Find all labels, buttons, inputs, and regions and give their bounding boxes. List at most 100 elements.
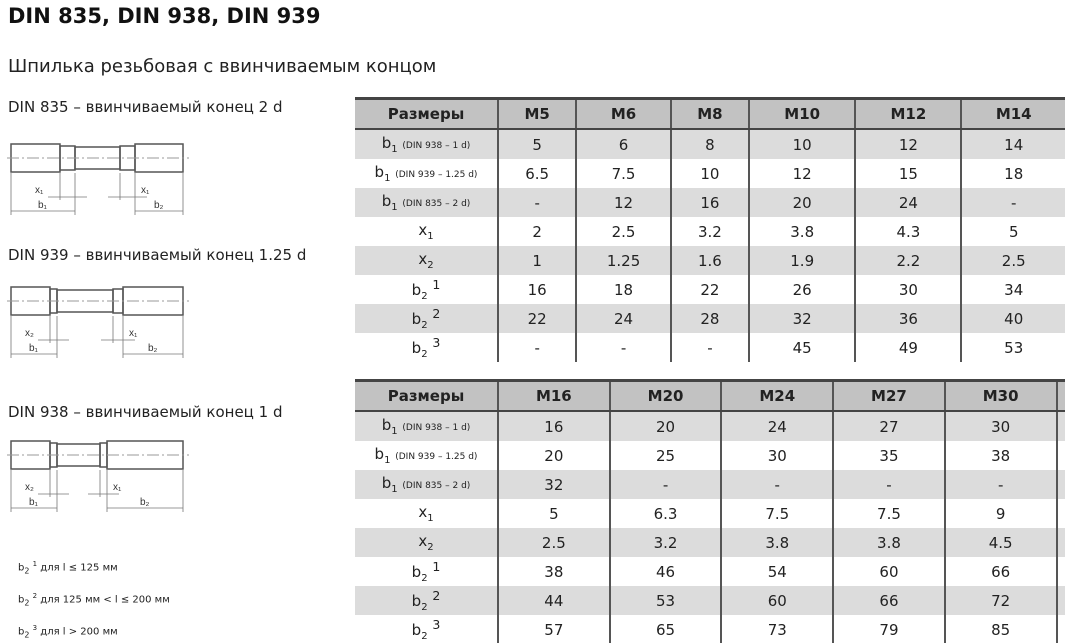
table-cell: 34 — [960, 275, 1065, 304]
svg-text:b₂: b₂ — [140, 497, 150, 508]
table-cell: - — [669, 333, 750, 362]
table-cell: 53 — [960, 333, 1065, 362]
table-cell: 26 — [748, 275, 856, 304]
table-cell: 18 — [960, 159, 1065, 188]
table-row: b1 (DIN 938 – 1 d) 16 20 24 27 30 — [355, 411, 1065, 441]
table-cell: 38 — [497, 557, 610, 586]
table-cell: 24 — [575, 304, 671, 333]
dimension-label: x₁ — [35, 185, 44, 196]
table-cell: 45 — [748, 333, 856, 362]
svg-text:b₁: b₁ — [29, 343, 39, 354]
column-header: M20 — [608, 379, 722, 412]
column-header: M5 — [496, 97, 577, 130]
table-cell: 38 — [943, 441, 1057, 470]
row-label: b2 1 — [411, 559, 441, 584]
table-cell: 46 — [608, 557, 722, 586]
table-cell: 3.2 — [669, 217, 750, 246]
table-cell: 5 — [960, 217, 1065, 246]
column-header — [1055, 379, 1065, 412]
table-cell: 66 — [943, 557, 1057, 586]
column-header: M30 — [943, 379, 1057, 412]
table-cell: 16 — [669, 188, 750, 217]
svg-text:b₂: b₂ — [148, 343, 158, 354]
table-cell: 2.5 — [960, 246, 1065, 275]
table-cell — [1055, 470, 1065, 499]
footnote: b2 1 для l ≤ 125 мм — [18, 560, 118, 576]
table-cell: 6.3 — [608, 499, 722, 528]
row-label: b2 2 — [355, 304, 498, 333]
table-row: b1 (DIN 939 – 1.25 d) 6.5 7.5 10 12 15 18 — [355, 159, 1065, 188]
table-cell: 32 — [748, 304, 856, 333]
table-cell — [1055, 528, 1065, 557]
row-label: b2 2 — [355, 586, 498, 615]
table-cell: 5 — [497, 499, 610, 528]
table-row: b2 1 16 18 22 26 30 34 — [355, 275, 1065, 304]
table-cell: 2 — [496, 217, 577, 246]
svg-text:b₁: b₁ — [29, 497, 39, 508]
table-cell — [1055, 557, 1065, 586]
table-cell: 10 — [669, 159, 750, 188]
table-cell — [1055, 411, 1065, 441]
table-row: b2 2 22 24 28 32 36 40 — [355, 304, 1065, 333]
table-cell: 60 — [832, 557, 945, 586]
column-header: Размеры — [355, 379, 498, 412]
table-cell: 20 — [608, 411, 722, 441]
table-cell: 1 — [496, 246, 577, 275]
table-cell: 10 — [748, 129, 856, 159]
page-subtitle: Шпилька резьбовая с ввинчиваемым концом — [8, 56, 437, 77]
table-cell — [1055, 441, 1065, 470]
dimension-label: x₂ — [25, 482, 34, 493]
table-cell: - — [575, 333, 671, 362]
table-cell: 1.9 — [748, 246, 856, 275]
table-cell: 16 — [497, 411, 610, 441]
stud-bolt-drawing: x₁ b₁ x₁ b₂ — [7, 143, 189, 215]
column-header: M27 — [832, 379, 945, 412]
row-label: x1 — [418, 221, 434, 242]
table-row: x2 2.5 3.2 3.8 3.8 4.5 — [355, 528, 1065, 557]
row-label: b2 3 — [411, 617, 441, 642]
table-cell: 7.5 — [575, 159, 671, 188]
table-cell: 30 — [720, 441, 834, 470]
column-header: M24 — [720, 379, 834, 412]
table-cell: 2.5 — [497, 528, 610, 557]
table-cell: 27 — [832, 411, 945, 441]
table-cell: 12 — [748, 159, 856, 188]
table-row: b1 (DIN 835 – 2 d) 32- - - - — [355, 470, 1065, 499]
table-cell: 1.25 — [575, 246, 671, 275]
table-cell: 2.5 — [575, 217, 671, 246]
column-header: M16 — [497, 379, 610, 412]
table-cell — [1055, 615, 1065, 643]
figure-caption: DIN 938 – ввинчиваемый конец 1 d — [8, 403, 283, 421]
stud-bolt-drawing: x₂ b₁ x₁ b₂ — [7, 286, 189, 358]
table-cell: 1.6 — [669, 246, 750, 275]
dimension-label: x₂ — [25, 328, 34, 339]
row-label: x2 — [355, 528, 498, 557]
table-cell: 72 — [943, 586, 1057, 615]
table-cell: - — [608, 470, 722, 499]
table-cell: 8 — [669, 129, 750, 159]
footnote: b2 2 для 125 мм < l ≤ 200 мм — [18, 592, 170, 608]
table-cell: 49 — [854, 333, 962, 362]
table-row: b2 2 44 53 60 66 72 — [355, 586, 1065, 615]
table-cell: 20 — [748, 188, 856, 217]
table-cell: 22 — [496, 304, 577, 333]
table-cell: 40 — [960, 304, 1065, 333]
table-cell: 16 — [496, 275, 577, 304]
table-row: b2 3 57 65 73 79 85 — [355, 615, 1065, 643]
row-label: b1 (DIN 938 – 1 d) — [355, 129, 498, 159]
table-row: x1 2 2.5 3.2 3.8 4.3 5 — [355, 217, 1065, 246]
table-row: x1 5 6.3 7.5 7.5 9 — [355, 499, 1065, 528]
table-row: x2 1 1.25 1.6 1.9 2.2 2.5 — [355, 246, 1065, 275]
row-label: b1 (DIN 835 – 2 d) — [355, 188, 498, 217]
table-cell: 54 — [720, 557, 834, 586]
table-cell: 3.8 — [720, 528, 834, 557]
table-row: b2 3- - -45 49 53 — [355, 333, 1065, 362]
table-cell: - — [943, 470, 1057, 499]
table-cell: 22 — [669, 275, 750, 304]
table-cell: 7.5 — [832, 499, 945, 528]
table-cell: 66 — [832, 586, 945, 615]
table-cell: 6.5 — [496, 159, 577, 188]
table-cell: 18 — [575, 275, 671, 304]
table-cell: - — [496, 188, 577, 217]
table-cell: 24 — [854, 188, 962, 217]
